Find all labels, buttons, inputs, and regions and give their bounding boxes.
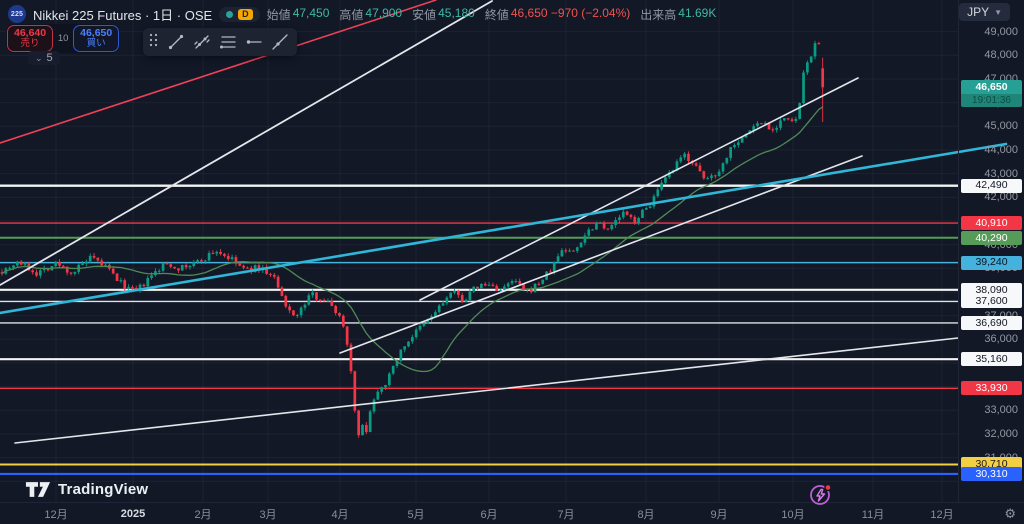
sell-label: 売り: [20, 38, 40, 50]
current-price: 46,650: [961, 80, 1022, 95]
chevron-down-icon: ⌄: [35, 52, 43, 63]
price-level-badge: 36,690: [961, 315, 1022, 330]
price-level-badge: 30,310: [961, 466, 1022, 481]
chart-legend: 225 Nikkei 225 Futures · 1日 · OSE D 始値 47…: [8, 4, 716, 24]
currency-button[interactable]: JPY ▼: [959, 3, 1010, 21]
cyan-major-trendline: [0, 142, 1008, 315]
time-axis-label: 3月: [259, 508, 277, 521]
price-level-badge: 39,240: [961, 255, 1022, 270]
time-axis-label: 8月: [637, 508, 655, 521]
time-axis-label: 11月: [861, 508, 885, 521]
candlesticks: [0, 40, 825, 438]
buy-button[interactable]: 46,650 買い: [73, 25, 120, 52]
trendlines: [0, 0, 1008, 444]
sell-price: 46,640: [14, 27, 47, 39]
ohlc-values: 始値 47,450 高値 47,900 安値 45,180 終値 46,650 −970 (−…: [267, 6, 717, 23]
status-pill[interactable]: D: [219, 6, 260, 22]
time-axis-label: 4月: [331, 508, 349, 521]
ray-icon: [194, 35, 210, 49]
trend-line-icon: [168, 34, 184, 50]
chart-grid: [0, 0, 958, 502]
price-level-badge: 40,910: [961, 216, 1022, 231]
indicator-count: 5: [46, 52, 53, 64]
price-axis-label: 44,000: [984, 143, 1018, 156]
white-channel-upper: [419, 77, 859, 301]
price-axis-label: 48,000: [984, 49, 1018, 62]
ma-line: [1, 106, 824, 373]
buy-label: 買い: [86, 38, 106, 50]
bar-countdown: 19:01:36: [961, 94, 1022, 108]
chevron-down-icon: ▼: [994, 7, 1002, 17]
current-price-badge: 46,650 19:01:36: [961, 80, 1022, 108]
time-axis-label: 9月: [710, 508, 728, 521]
time-axis-label: 6月: [480, 508, 498, 521]
white-shallow-support: [14, 337, 959, 444]
market-status-dot: [226, 10, 234, 18]
price-axis-label: 42,000: [984, 191, 1018, 204]
white-channel-lower: [339, 155, 863, 354]
indicator-collapse-toggle[interactable]: ⌄ 5: [28, 51, 60, 65]
time-axis-label: 2025: [120, 507, 146, 520]
ohlc-item: 高値 47,900: [339, 5, 403, 22]
ohlc-item: 出来高 41.69K: [640, 5, 717, 22]
interval-badge: D: [238, 8, 253, 20]
trade-panel: 46,640 売り 10 46,650 買い: [6, 24, 121, 53]
time-axis-label: 5月: [407, 508, 425, 521]
trend-line-icon-tool[interactable]: [164, 30, 188, 54]
tradingview-logo-text: TradingView: [58, 481, 149, 498]
horizontal-levels-icon-tool[interactable]: [216, 30, 240, 54]
price-axis-label: 33,000: [984, 404, 1018, 417]
price-axis[interactable]: 49,00048,00047,00046,00045,00044,00043,0…: [958, 0, 1024, 502]
price-axis-label: 32,000: [984, 427, 1018, 440]
price-level-lines: [0, 184, 958, 476]
price-level-badge: 33,930: [961, 381, 1022, 396]
horizontal-ray-icon: [246, 40, 262, 44]
buy-price: 46,650: [80, 27, 113, 39]
time-axis-label: 7月: [557, 508, 575, 521]
flash-events-button[interactable]: [808, 482, 834, 513]
ray-icon-tool[interactable]: [190, 30, 214, 54]
horizontal-levels-icon: [220, 36, 236, 49]
extended-line-icon-tool[interactable]: [268, 30, 292, 54]
time-axis-label: 10月: [781, 508, 805, 521]
drag-handle-icon[interactable]: [148, 32, 162, 53]
extended-line-icon: [272, 34, 288, 50]
price-level-badge: 37,600: [961, 294, 1022, 309]
price-axis-label: 43,000: [984, 167, 1018, 180]
price-axis-label: 36,000: [984, 333, 1018, 346]
white-long-trendline: [0, 0, 493, 286]
price-level-badge: 40,290: [961, 230, 1022, 245]
time-axis-label: 12月: [930, 508, 954, 521]
price-level-badge: 42,490: [961, 178, 1022, 193]
horizontal-ray-icon-tool[interactable]: [242, 30, 266, 54]
spread-value: 10: [57, 32, 69, 44]
tradingview-logo-icon: [25, 482, 51, 497]
sell-button[interactable]: 46,640 売り: [7, 25, 54, 52]
symbol-logo[interactable]: 225: [8, 5, 26, 23]
gear-icon[interactable]: ⚙: [1004, 505, 1016, 521]
ohlc-item: 始値 47,450: [266, 5, 330, 22]
ohlc-item: 安値 45,180: [412, 5, 475, 22]
price-axis-label: 49,000: [984, 25, 1018, 38]
time-axis[interactable]: ⚙ 12月 2025 2月 3月 4月 5月 6月 7月 8月 9月 10月 11月 12月: [0, 502, 1024, 524]
time-axis-label: 2月: [194, 508, 212, 521]
time-axis-label: 12月: [44, 508, 68, 521]
price-axis-label: 45,000: [984, 120, 1018, 133]
currency-label: JPY: [967, 5, 990, 19]
ohlc-item: 終値 46,650 −970 (−2.04%): [484, 5, 631, 22]
red-rising-trendline: [0, 0, 437, 144]
lightning-icon: [810, 483, 832, 505]
drawing-toolbar: [143, 28, 297, 56]
chart-title[interactable]: Nikkei 225 Futures · 1日 · OSE: [33, 7, 213, 23]
price-level-badge: 38,090: [961, 282, 1022, 297]
price-level-badge: 35,160: [961, 352, 1022, 367]
tradingview-logo[interactable]: TradingView: [25, 481, 148, 498]
